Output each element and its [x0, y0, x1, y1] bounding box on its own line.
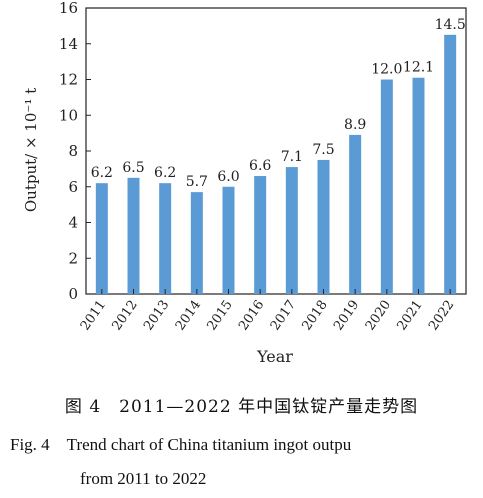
bar — [127, 177, 140, 294]
x-tick-label: 2017 — [268, 298, 299, 334]
plot-frame — [85, 7, 467, 295]
bar — [349, 134, 362, 294]
x-tick-label: 2016 — [236, 298, 267, 334]
data-label: 14.5 — [435, 17, 466, 33]
figure-caption-english-line1: Fig. 4 Trend chart of China titanium ing… — [10, 435, 352, 454]
bar — [317, 159, 330, 294]
y-tick-label: 16 — [59, 0, 78, 17]
data-label: 7.5 — [312, 142, 334, 158]
data-label: 6.2 — [91, 165, 113, 181]
data-label: 6.6 — [249, 158, 271, 174]
data-label: 6.2 — [154, 165, 176, 181]
x-tick-label: 2013 — [141, 298, 172, 334]
bar-chart: Output/ × 10⁻¹ t 0 2 4 6 8 10 12 14 16 6.2 2011 6.5… — [22, 0, 467, 366]
bar — [285, 167, 298, 294]
y-tick-label: 10 — [59, 106, 78, 124]
bar — [254, 176, 267, 294]
x-tick-label: 2018 — [300, 298, 331, 334]
y-tick-label: 0 — [68, 285, 78, 303]
bar — [412, 77, 425, 295]
data-label: 6.5 — [122, 160, 144, 176]
y-tick-label: 14 — [59, 35, 78, 53]
y-tick-label: 6 — [68, 178, 78, 196]
data-label: 6.0 — [217, 169, 239, 185]
x-tick-label: 2022 — [426, 298, 457, 334]
bar — [159, 183, 172, 294]
data-label: 12.0 — [371, 62, 402, 78]
x-axis-label: Year — [256, 347, 293, 366]
bar — [444, 34, 457, 294]
y-tick-label: 4 — [68, 214, 78, 232]
data-label: 5.7 — [186, 174, 208, 190]
x-tick-label: 2011 — [78, 298, 109, 334]
figure-caption-chinese: 图 4 2011—2022 年中国钛锭产量走势图 — [64, 397, 419, 417]
y-tick-label: 2 — [68, 249, 78, 267]
x-tick-label: 2020 — [363, 298, 394, 334]
y-tick-label: 8 — [68, 142, 78, 160]
bar — [380, 79, 393, 294]
y-axis-label: Output/ × 10⁻¹ t — [22, 88, 40, 212]
figure-caption-english: Fig. 4 Trend chart of China titanium ing… — [10, 428, 483, 496]
data-label: 7.1 — [281, 149, 303, 165]
bar — [95, 183, 108, 294]
x-tick-label: 2021 — [395, 298, 426, 334]
plot-area: 0 2 4 6 8 10 12 14 16 6.2 2011 6.5 2012 6.2 2013 5.7 201… — [59, 0, 467, 334]
data-label: 12.1 — [403, 60, 434, 76]
x-tick-label: 2012 — [110, 298, 141, 334]
x-tick-label: 2019 — [331, 298, 362, 334]
x-tick-label: 2015 — [205, 298, 236, 334]
figure-caption-english-line2: from 2011 to 2022 — [80, 469, 207, 488]
bar — [222, 186, 235, 294]
x-tick-label: 2014 — [173, 298, 204, 334]
y-tick-label: 12 — [59, 71, 78, 89]
data-label: 8.9 — [344, 117, 366, 133]
bar — [190, 192, 203, 294]
